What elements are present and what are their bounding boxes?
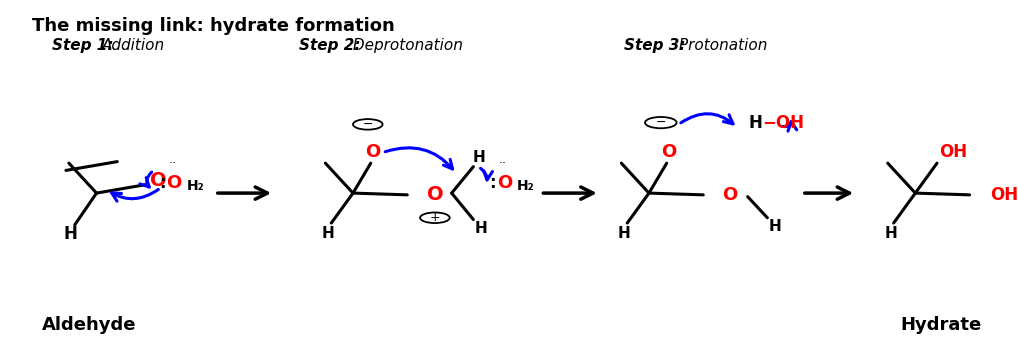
Text: −: − bbox=[362, 118, 373, 131]
Text: H: H bbox=[322, 226, 335, 241]
Text: Aldehyde: Aldehyde bbox=[42, 316, 136, 334]
Text: −OH: −OH bbox=[762, 113, 804, 132]
Text: −: − bbox=[656, 116, 666, 129]
Text: O: O bbox=[365, 142, 381, 160]
Text: O: O bbox=[167, 174, 182, 192]
Text: OH: OH bbox=[939, 142, 967, 160]
Text: H₂: H₂ bbox=[186, 179, 204, 193]
Text: Protonation: Protonation bbox=[674, 38, 768, 53]
Text: :: : bbox=[159, 174, 166, 192]
Text: H: H bbox=[748, 113, 762, 132]
Text: H: H bbox=[618, 226, 631, 241]
Text: OH: OH bbox=[991, 186, 1018, 204]
Text: ··: ·· bbox=[168, 157, 176, 170]
Text: H: H bbox=[885, 226, 897, 241]
Text: Step 2:: Step 2: bbox=[298, 38, 360, 53]
Text: O: O bbox=[151, 171, 167, 190]
Text: Deprotonation: Deprotonation bbox=[348, 38, 463, 53]
Text: Step 3:: Step 3: bbox=[624, 38, 686, 53]
Text: O: O bbox=[722, 186, 737, 204]
Text: +: + bbox=[430, 211, 440, 224]
Text: O: O bbox=[497, 174, 512, 192]
Text: Hydrate: Hydrate bbox=[901, 316, 981, 334]
Text: H: H bbox=[769, 219, 782, 234]
Text: O: O bbox=[661, 142, 676, 160]
Text: The missing link: hydrate formation: The missing link: hydrate formation bbox=[33, 17, 395, 35]
Text: Addition: Addition bbox=[102, 38, 165, 53]
Text: Step 1:: Step 1: bbox=[52, 38, 114, 53]
Text: H₂: H₂ bbox=[517, 179, 534, 193]
Text: ··: ·· bbox=[499, 157, 507, 170]
Text: H: H bbox=[64, 224, 77, 243]
Text: :: : bbox=[490, 174, 496, 192]
Text: H: H bbox=[474, 221, 488, 236]
Text: H: H bbox=[473, 150, 486, 165]
Text: O: O bbox=[427, 185, 443, 204]
